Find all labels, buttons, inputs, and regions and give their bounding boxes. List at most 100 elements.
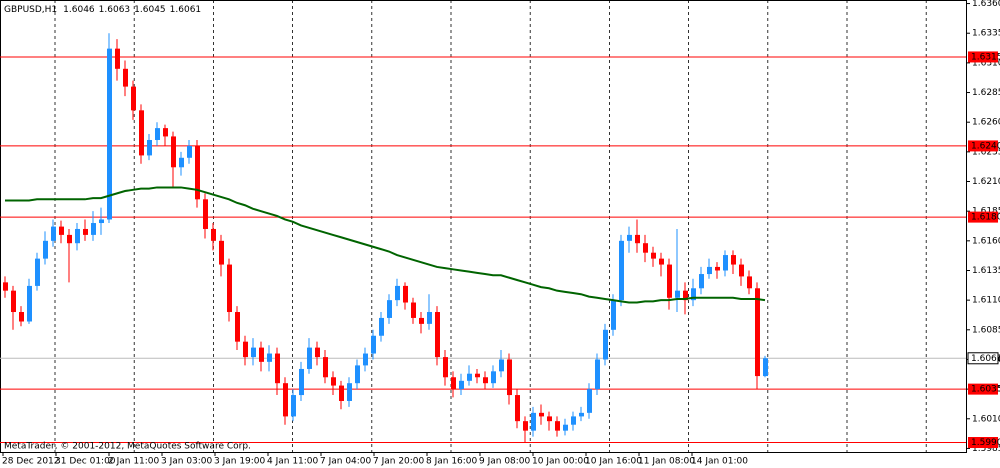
candle-body [251,347,256,358]
x-tick-label: 28 Dec 2012 [2,457,60,467]
y-tick-label: 1.6110 [972,296,1000,306]
candle-body [531,412,536,431]
current-price-box [967,352,999,365]
candle-body [331,377,336,386]
candle-body [291,395,296,417]
candle-body [99,219,104,224]
candle-body [667,264,672,298]
candle-body [371,335,376,354]
level-label: 1.6180 [971,213,1000,223]
x-tick-label: 7 Jan 20:00 [373,457,425,467]
level-label: 1.6315 [971,52,1000,62]
x-tick-label: 14 Jan 01:00 [691,457,748,467]
candle-body [211,228,216,241]
candle-body [699,274,704,289]
candle-body [91,223,96,235]
x-tick-label: 4 Jan 11:00 [267,457,319,467]
level-label-box [968,51,998,63]
level-label-box [968,383,998,395]
y-tick-label: 1.6085 [972,325,1000,335]
y-tick-label: 1.6160 [972,236,1000,246]
candle-body [675,290,680,298]
candle-body [587,389,592,413]
candle-body [659,258,664,265]
candle-body [11,290,16,313]
candle-body [259,347,264,362]
candle-body [35,258,40,286]
candle-body [235,312,240,342]
candle-body [627,234,632,241]
level-label-box [968,437,998,449]
candle-body [27,285,32,322]
candle-body [355,365,360,384]
x-tick-label: 7 Jan 04:00 [320,457,372,467]
candle-body [187,145,192,158]
candle-body [747,276,752,289]
candle-body [619,240,624,301]
y-tick-label: 1.6135 [972,266,1000,276]
candle-body [755,288,760,377]
x-tick-label: 8 Jan 16:00 [426,457,478,467]
y-tick-label: 1.6235 [972,147,1000,157]
candle-body [275,353,280,384]
candle-body [395,285,400,301]
candle-body [219,240,224,265]
candle-body [491,371,496,384]
plot-frame [0,0,967,453]
candle-body [723,255,728,271]
candle-body [339,385,344,401]
candle-body [475,373,480,378]
candle-body [419,317,424,324]
candle-body [635,234,640,244]
candle-body [203,199,208,229]
candle-body [651,252,656,259]
header-open: 1.6046 [63,5,95,15]
candle-body [555,421,560,431]
level-label: 1.6240 [971,141,1000,151]
candle-body [315,347,320,358]
y-tick-label: 1.6360 [972,0,1000,9]
candle-body [571,416,576,425]
candle-body [579,412,584,417]
y-tick-label: 1.6335 [972,29,1000,39]
y-tick-label: 1.6010 [972,414,1000,424]
candle-body [131,86,136,111]
y-tick-label: 1.5985 [972,444,1000,454]
candle-body [411,302,416,318]
candle-body [427,312,432,324]
header-low: 1.6045 [134,5,166,15]
candle-body [763,358,768,377]
candle-body [179,157,184,168]
chart-header: GBPUSD,H1 1.6046 1.6063 1.6045 1.6061 [4,5,201,15]
y-tick-label: 1.6285 [972,88,1000,98]
candle-body [171,136,176,168]
candle-body [163,128,168,137]
candle-body [83,228,88,235]
candle-body [43,240,48,259]
x-tick-label: 10 Jan 16:00 [585,457,642,467]
candle-body [227,264,232,313]
candle-body [691,288,696,301]
candle-body [563,424,568,431]
candle-body [499,359,504,372]
x-tick-label: 9 Jan 08:00 [479,457,531,467]
x-tick-label: 11 Jan 08:00 [638,457,695,467]
x-tick-label: 10 Jan 00:00 [532,457,589,467]
candle-body [323,357,328,378]
candle-body [515,395,520,422]
candle-body [107,48,112,220]
candle-body [19,312,24,322]
candle-body [155,128,160,140]
current-price-label: 1.6061 [971,354,1000,364]
candle-body [59,226,64,235]
footer: MetaTrader, © 2001-2012, MetaQuotes Soft… [4,442,251,452]
candle-body [443,357,448,378]
candle-body [347,383,352,401]
header-close: 1.6061 [170,5,202,15]
candle-body [363,353,368,366]
candle-body [147,139,152,156]
candle-body [539,412,544,417]
candle-body [523,421,528,431]
candle-body [403,285,408,303]
y-tick-label: 1.6260 [972,118,1000,128]
